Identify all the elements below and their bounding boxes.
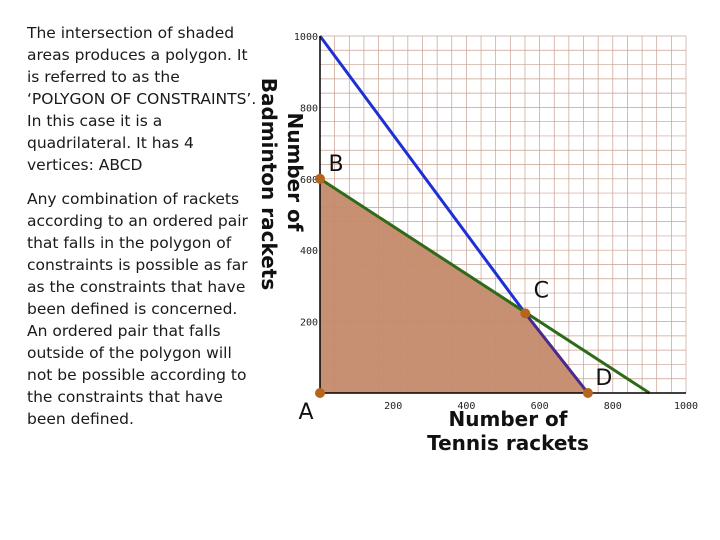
polygon-fill	[320, 178, 588, 393]
y-tick-label: 200	[300, 318, 318, 329]
vertices: A B C D	[298, 152, 612, 425]
axes	[319, 36, 686, 394]
tick-labels: 200 400 600 800 1000 200 400 600 800 1000	[294, 32, 698, 412]
x-tick-label: 400	[457, 401, 475, 412]
y-axis-title-line-2: Badminton rackets	[257, 78, 281, 291]
vertex-a-dot	[315, 388, 325, 398]
vertex-c-dot	[520, 308, 531, 319]
constraint-line-2	[319, 177, 651, 395]
y-tick-label: 600	[300, 175, 318, 186]
constraint-line-3	[524, 312, 590, 394]
description-panel: The intersection of shaded areas produce…	[27, 22, 259, 430]
description-paragraph-2: Any combination of rackets according to …	[27, 190, 248, 428]
vertex-d-dot	[582, 388, 593, 398]
constraint-lines	[318, 35, 651, 395]
y-tick-label: 1000	[294, 32, 318, 43]
vertex-d-label: D	[595, 366, 612, 391]
polygon-of-constraints	[320, 178, 588, 393]
x-axis-title-line-1: Number of	[449, 407, 568, 431]
constraint-line-1	[318, 35, 527, 315]
description-paragraph-1: The intersection of shaded areas produce…	[27, 24, 257, 174]
y-tick-label: 400	[300, 246, 318, 257]
x-tick-label: 200	[384, 401, 402, 412]
x-axis-title-line-2: Tennis rackets	[427, 431, 589, 455]
vertex-c-label: C	[534, 278, 549, 303]
vertex-b-dot	[315, 173, 325, 184]
vertex-a-label: A	[298, 400, 313, 425]
x-tick-label: 800	[604, 401, 622, 412]
x-tick-label: 600	[531, 401, 549, 412]
y-axis-title-line-1: Number of	[283, 113, 307, 232]
x-tick-label: 1000	[674, 401, 698, 412]
y-tick-label: 800	[300, 103, 318, 114]
vertex-b-label: B	[328, 152, 343, 177]
